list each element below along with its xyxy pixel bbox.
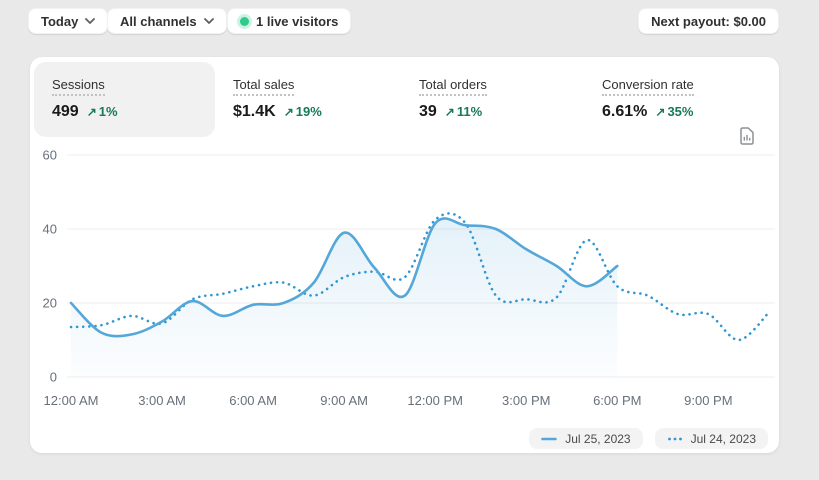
y-axis-label: 40 [43,222,57,237]
metric-value: 499 [52,103,79,120]
date-filter-label: Today [41,13,79,29]
x-axis-label: 12:00 PM [407,393,463,408]
y-axis-label: 60 [43,148,57,163]
series-line-jul-25-2023 [69,217,619,338]
dotted-line-swatch-icon [667,437,683,441]
metric-label: Total orders [419,77,487,96]
metric-trend: ↗ 35% [655,104,693,119]
metric-tab-conversion-rate[interactable]: Conversion rate 6.61% ↗ 35% [584,62,784,137]
metric-value: $1.4K [233,103,276,120]
analytics-card: 0 20 40 60 12:00 AM 3:00 AM 6:00 AM 9:00 AM 12:0… [30,57,779,453]
trend-up-icon: ↗ [283,105,294,119]
metric-value: 39 [419,103,437,120]
legend-item-jul-25[interactable]: Jul 25, 2023 [529,428,643,449]
series-line-jul-24-2023 [69,212,771,342]
metric-label: Conversion rate [602,77,694,96]
x-axis-label: 6:00 AM [229,393,277,408]
metric-label: Total sales [233,77,295,96]
x-axis-label: 3:00 PM [502,393,550,408]
date-filter-button[interactable]: Today [28,8,109,34]
y-axis-label: 20 [43,296,57,311]
chart-legend: Jul 25, 2023 Jul 24, 2023 [529,428,768,449]
live-visitors-label: 1 live visitors [256,13,339,29]
metric-tab-sessions[interactable]: Sessions 499 ↗ 1% [34,62,215,137]
legend-item-jul-24[interactable]: Jul 24, 2023 [654,428,768,449]
trend-value: 35% [667,104,694,119]
x-axis-label: 6:00 PM [593,393,641,408]
metric-trend: ↗ 1% [87,104,118,119]
trend-value: 11% [456,104,483,119]
next-payout-button[interactable]: Next payout: $0.00 [638,8,779,34]
y-axis-label: 0 [50,370,57,385]
x-axis-label: 12:00 AM [44,393,99,408]
trend-value: 1% [98,104,118,119]
chevron-down-icon [203,18,214,24]
legend-label: Jul 25, 2023 [565,431,631,446]
metric-label: Sessions [52,77,105,96]
metric-trend: ↗ 19% [284,104,322,119]
metric-tabs: Sessions 499 ↗ 1% Total sales $1.4K ↗ 19% … [30,57,784,137]
x-axis-label: 3:00 AM [138,393,186,408]
metric-value: 6.61% [602,103,648,120]
channel-filter-button[interactable]: All channels [107,8,227,34]
solid-line-swatch-icon [541,437,558,441]
metric-tab-total-orders[interactable]: Total orders 39 ↗ 11% [401,62,584,137]
series-area-fill [71,218,618,377]
trend-up-icon: ↗ [655,105,666,119]
live-visitors-button[interactable]: 1 live visitors [227,8,352,34]
live-dot-icon [240,16,249,26]
x-axis-label: 9:00 PM [684,393,732,408]
view-report-icon[interactable] [738,126,756,146]
sessions-chart[interactable]: 0 20 40 60 12:00 AM 3:00 AM 6:00 AM 9:00 AM 12:0… [30,57,779,453]
metric-tab-total-sales[interactable]: Total sales $1.4K ↗ 19% [215,62,401,137]
trend-up-icon: ↗ [444,105,455,119]
metric-trend: ↗ 11% [445,104,482,119]
x-axis-label: 9:00 AM [320,393,368,408]
legend-label: Jul 24, 2023 [690,431,756,446]
chevron-down-icon [85,18,96,24]
channel-filter-label: All channels [120,13,197,29]
next-payout-label: Next payout: $0.00 [651,13,766,29]
trend-up-icon: ↗ [86,105,97,119]
trend-value: 19% [295,104,322,119]
